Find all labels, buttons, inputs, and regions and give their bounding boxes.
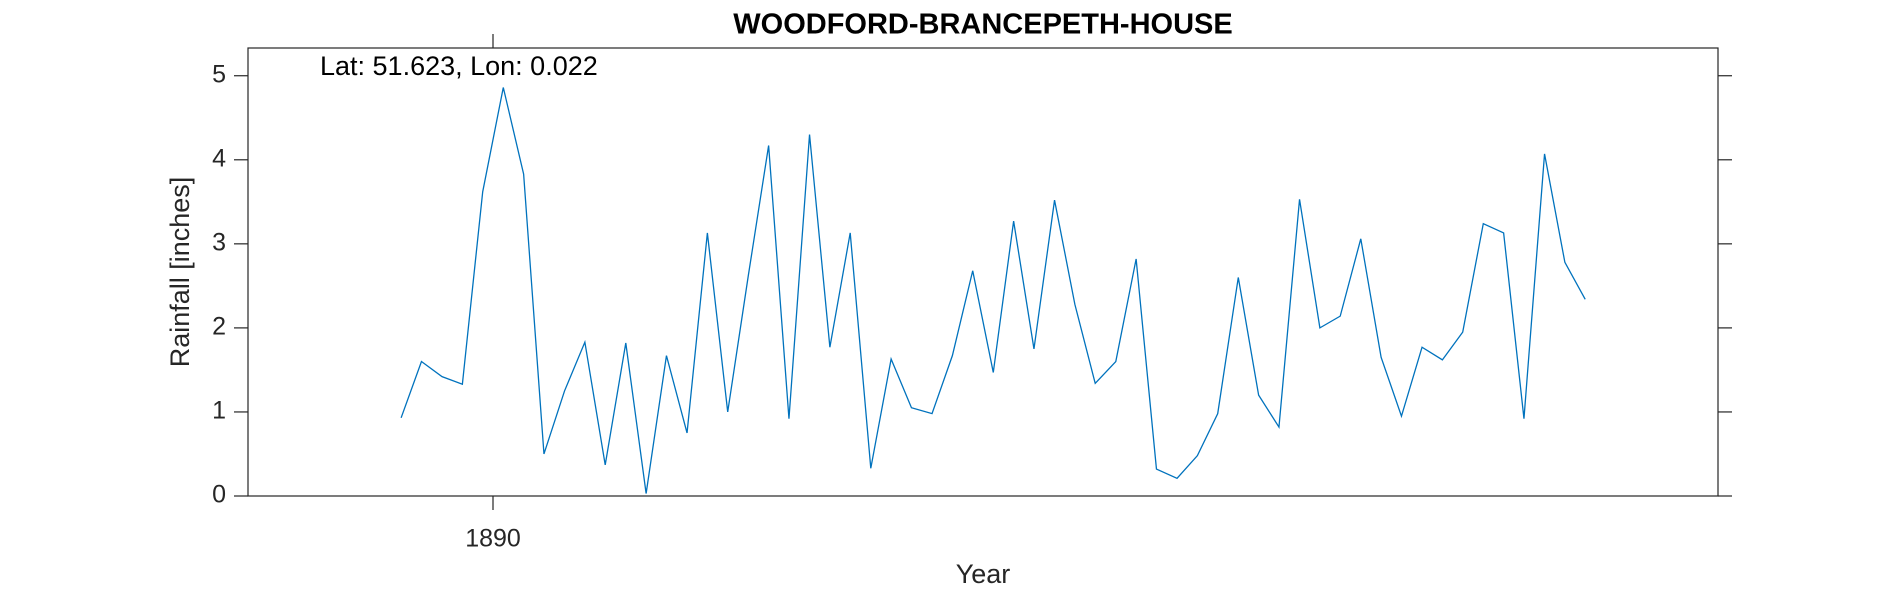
y-tick-label: 0 — [212, 481, 226, 509]
annotation: Lat: 51.623, Lon: 0.022 — [320, 51, 598, 81]
plot-box — [247, 47, 1719, 497]
y-tick-label: 5 — [212, 60, 226, 88]
x-tick-label: 1890 — [465, 525, 521, 553]
data-line — [400, 87, 1586, 494]
y-tick-label: 4 — [212, 144, 226, 172]
chart-title: WOODFORD-BRANCEPETH-HOUSE — [733, 9, 1232, 41]
y-tick-label: 3 — [212, 228, 226, 256]
x-axis-label: Year — [956, 559, 1011, 589]
y-tick-label: 1 — [212, 397, 226, 425]
y-axis-label: Rainfall [inches] — [165, 177, 195, 368]
y-tick-label: 2 — [212, 313, 226, 341]
